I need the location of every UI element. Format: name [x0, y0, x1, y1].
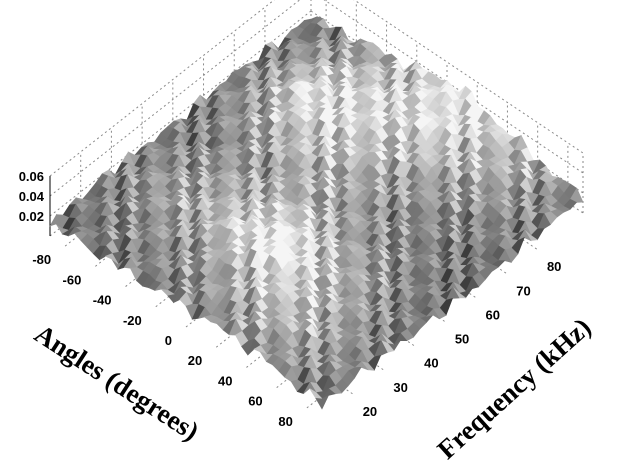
y-tick-label: 50 [455, 332, 469, 347]
surface-patch [408, 80, 422, 92]
surface-patch [191, 141, 205, 153]
z-tick-label: 0.04 [19, 189, 45, 204]
y-tick-label: 60 [486, 307, 500, 322]
y-tick-label: 80 [547, 259, 561, 274]
y-tick-label: 20 [363, 404, 377, 419]
y-tick-label: 40 [424, 356, 438, 371]
x-tick-label: -60 [63, 272, 82, 287]
surface-patch [265, 193, 279, 205]
surface-patch [172, 142, 186, 153]
surface-patch [427, 253, 442, 263]
surface-patch [370, 81, 385, 91]
surface-patch [160, 288, 175, 296]
surface-patch [389, 79, 403, 92]
surface-patch [246, 189, 260, 202]
surface-patch [352, 56, 367, 68]
surface-patch [296, 60, 310, 65]
x-tick-label: 0 [165, 333, 172, 348]
surface-patch [246, 167, 261, 181]
surface-patch [297, 40, 311, 45]
surface-patch [316, 37, 330, 48]
tick-labels: -80 -60 -40 -20 0 20 40 60 80 20 30 40 50 60 70 80 0.02 0… [19, 169, 562, 429]
surface-patch [49, 213, 64, 230]
x-tick-label: -40 [93, 293, 112, 308]
grid-line [49, 0, 275, 177]
surface-patch [282, 79, 296, 88]
x-tick-label: 20 [188, 353, 202, 368]
x-tick-label: 40 [218, 373, 232, 388]
grid-line [49, 0, 301, 197]
surface-patch [393, 332, 408, 345]
surface-patch [190, 167, 205, 180]
surface-patch [315, 394, 330, 410]
surface-patch [153, 144, 168, 150]
surface-patch [278, 37, 292, 49]
surface-patch [264, 215, 279, 227]
surface-patch [407, 106, 422, 120]
surface-patch [425, 308, 440, 320]
y-tick-label: 70 [516, 283, 530, 298]
x-tick-label: -20 [123, 313, 142, 328]
z-tick-label: 0.02 [19, 209, 44, 224]
surface-patch [104, 253, 119, 265]
surface [49, 16, 584, 410]
x-tick-label: 60 [248, 394, 262, 409]
x-axis-label: Angles (degrees) [29, 318, 204, 446]
x-tick-label: -80 [32, 252, 51, 267]
surface-patch [121, 162, 135, 175]
x-tick-label: 80 [278, 414, 292, 429]
surface-patch [391, 209, 406, 224]
surface-patch [263, 76, 277, 89]
surface-patch [228, 168, 243, 177]
z-tick-label: 0.06 [19, 169, 44, 184]
surface-patch [120, 187, 134, 202]
surface-patch [227, 190, 242, 201]
surface-patch [352, 63, 367, 70]
y-tick-label: 30 [393, 380, 407, 395]
surface-patch [333, 57, 347, 69]
